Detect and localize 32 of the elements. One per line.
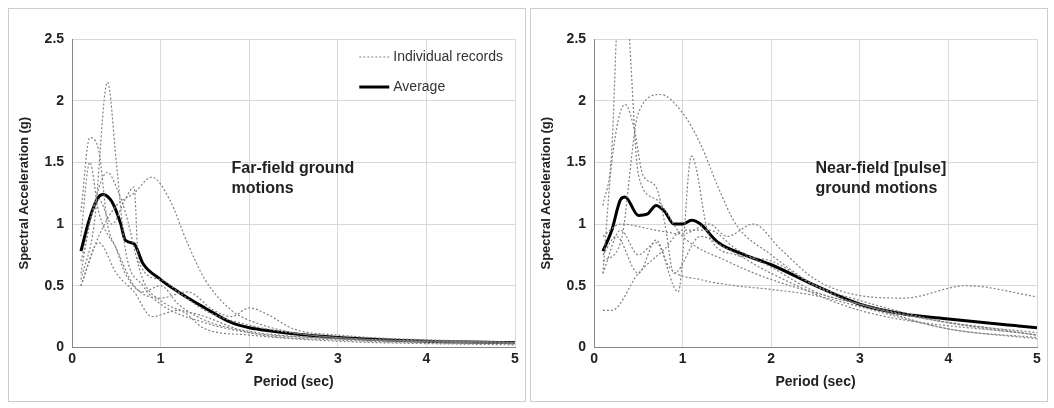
- x-tick-label: 4: [422, 349, 431, 366]
- x-tick-label: 1: [156, 349, 165, 366]
- annotation: Near-field [pulse] ground motions: [815, 158, 947, 196]
- x-tick-label: 2: [767, 349, 776, 366]
- x-tick-label: 2: [245, 349, 254, 366]
- y-tick-label: 0.5: [566, 276, 587, 293]
- y-tick-label: 2.5: [44, 29, 65, 46]
- y-tick-label: 1: [578, 214, 587, 231]
- y-tick-label: 1.5: [44, 153, 65, 170]
- x-axis-title: Period (sec): [253, 373, 334, 390]
- y-tick-label: 2.5: [566, 29, 587, 46]
- legend-label: Individual records: [393, 47, 504, 64]
- x-tick-label: 0: [590, 349, 599, 366]
- legend-label: Average: [393, 77, 446, 94]
- x-tick-label: 4: [944, 349, 953, 366]
- y-tick-label: 2: [56, 91, 65, 108]
- x-tick-label: 1: [678, 349, 687, 366]
- y-tick-label: 2: [578, 91, 587, 108]
- y-tick-label: 0.5: [44, 276, 65, 293]
- y-tick-label: 0: [578, 338, 587, 355]
- y-tick-label: 1: [56, 214, 65, 231]
- annotation: Far-field ground motions: [231, 158, 355, 196]
- y-tick-label: 0: [56, 338, 65, 355]
- y-axis-title: Spectral Acceleration (g): [538, 116, 554, 270]
- x-tick-label: 5: [511, 349, 520, 366]
- x-tick-label: 0: [68, 349, 77, 366]
- y-tick-label: 1.5: [566, 153, 587, 170]
- x-tick-label: 3: [333, 349, 342, 366]
- x-tick-label: 5: [1033, 349, 1042, 366]
- y-axis-title: Spectral Acceleration (g): [16, 116, 32, 270]
- x-tick-label: 3: [855, 349, 864, 366]
- x-axis-title: Period (sec): [775, 373, 856, 390]
